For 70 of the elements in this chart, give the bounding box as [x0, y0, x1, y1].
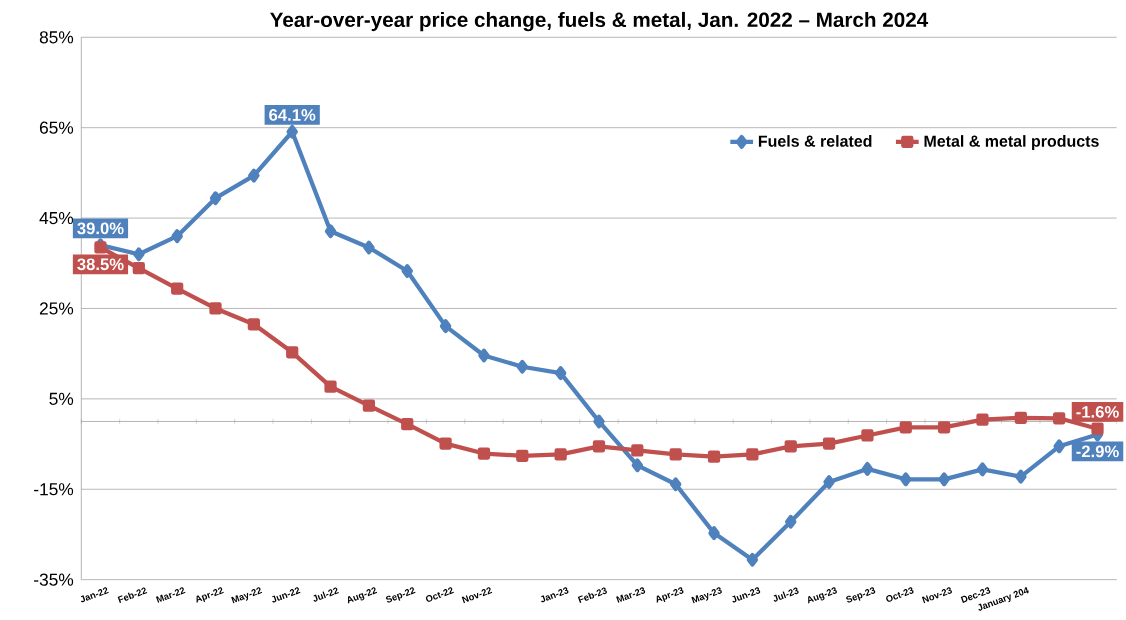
data-label: -2.9% — [1076, 445, 1119, 458]
y-tick-label: 45% — [39, 212, 74, 225]
point — [1015, 469, 1027, 484]
x-tick-label: Jul-23 — [773, 587, 799, 602]
point — [823, 475, 835, 490]
point — [900, 472, 912, 487]
point — [592, 440, 606, 453]
point — [976, 413, 989, 426]
point — [516, 449, 529, 463]
point — [286, 346, 299, 359]
point — [439, 319, 452, 334]
point — [478, 348, 490, 363]
point — [324, 224, 337, 239]
point — [1014, 411, 1027, 425]
point — [785, 515, 797, 529]
point — [209, 302, 222, 315]
legend-label: Fuels & related — [758, 135, 872, 148]
point — [171, 282, 184, 295]
point — [132, 262, 145, 275]
point — [746, 448, 759, 461]
point — [899, 421, 912, 434]
point — [286, 125, 298, 139]
y-tick-label: 5% — [49, 392, 74, 406]
point — [631, 458, 644, 473]
point — [247, 318, 260, 331]
point — [401, 418, 414, 431]
point — [708, 526, 720, 541]
data-label: 38.5% — [77, 258, 124, 271]
legend-label: Metal & metal products — [924, 135, 1099, 151]
point — [593, 414, 605, 429]
point — [171, 229, 183, 244]
data-label: 39.0% — [77, 222, 124, 235]
point — [133, 247, 145, 262]
point — [439, 437, 452, 450]
chart-title: Year-over-year price change, fuels & metal, Jan. 2022 – March 2024 — [270, 12, 929, 32]
point — [554, 366, 567, 381]
point — [516, 360, 529, 374]
point — [707, 450, 721, 464]
y-tick-label: -35% — [34, 573, 74, 586]
point — [937, 421, 951, 434]
point — [669, 448, 682, 461]
point — [746, 553, 759, 567]
point — [401, 264, 413, 279]
point — [477, 447, 491, 460]
point — [976, 462, 989, 477]
point — [1053, 439, 1065, 454]
point — [248, 168, 260, 183]
point — [1053, 412, 1066, 425]
data-label: -1.6% — [1076, 406, 1119, 418]
point — [209, 191, 222, 206]
y-tick-label: 85% — [39, 31, 74, 44]
data-label: 64.1% — [269, 109, 316, 122]
point — [363, 240, 375, 255]
point — [324, 380, 337, 393]
y-tick-label: 25% — [39, 302, 74, 315]
y-tick-label: 65% — [39, 121, 74, 134]
x-tick-label: Oct-22 — [425, 587, 454, 602]
x-tick-label: Oct-23 — [886, 587, 914, 602]
point — [822, 437, 836, 450]
point — [861, 429, 874, 442]
point — [861, 462, 874, 477]
point — [631, 444, 644, 457]
point — [669, 477, 682, 492]
point — [1091, 422, 1104, 435]
point — [362, 399, 376, 412]
x-tick-label: Jul-22 — [313, 587, 339, 602]
point — [938, 472, 950, 487]
y-tick-label: -15% — [34, 483, 74, 496]
point — [784, 440, 797, 453]
point — [554, 448, 567, 461]
